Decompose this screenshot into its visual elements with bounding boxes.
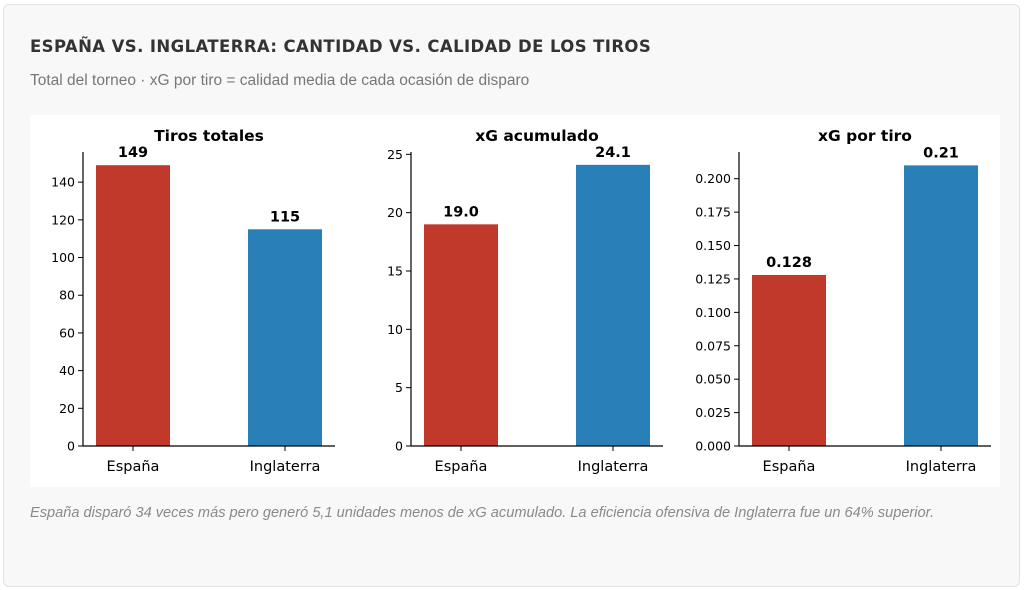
y-tick-label-3-4: 0.075 [695, 338, 731, 353]
y-tick-label-2-1: 0 [395, 439, 403, 454]
y-tick-label-1-8: 140 [51, 175, 75, 190]
bar-2-2 [576, 164, 650, 447]
value-label-2-2: 24.1 [595, 145, 631, 161]
y-tick-label-3-2: 0.025 [695, 405, 731, 420]
y-tick-label-2-6: 25 [387, 147, 403, 162]
page-subtitle: Total del torneo · xG por tiro = calidad… [30, 72, 530, 89]
bar-1-1 [96, 165, 170, 446]
y-tick-label-2-3: 10 [387, 322, 403, 337]
page-title: ESPAÑA VS. INGLATERRA: CANTIDAD VS. CALI… [30, 37, 652, 56]
y-tick-label-3-6: 0.125 [695, 271, 731, 286]
y-tick-label-3-8: 0.175 [695, 205, 731, 220]
chart-caption: España disparó 34 veces más pero generó … [30, 505, 935, 521]
bar-1-2 [248, 229, 322, 446]
y-tick-label-1-2: 20 [59, 401, 75, 416]
value-label-3-2: 0.21 [923, 145, 959, 161]
category-label-1-2: Inglaterra [250, 459, 321, 475]
y-tick-label-1-1: 0 [67, 439, 75, 454]
value-label-2-1: 19.0 [443, 204, 479, 220]
category-label-3-2: Inglaterra [906, 459, 977, 475]
y-tick-label-3-9: 0.200 [695, 171, 731, 186]
category-label-2-2: Inglaterra [578, 459, 649, 475]
category-label-2-1: España [435, 459, 488, 475]
y-tick-label-1-4: 60 [59, 325, 75, 340]
category-label-1-1: España [107, 459, 160, 475]
y-tick-label-3-3: 0.050 [695, 372, 731, 387]
chart-card: ESPAÑA VS. INGLATERRA: CANTIDAD VS. CALI… [3, 4, 1020, 587]
y-tick-label-2-2: 5 [395, 380, 403, 395]
chart-title-1: Tiros totales [154, 127, 264, 145]
y-tick-label-1-5: 80 [59, 288, 75, 303]
chart-title-3: xG por tiro [818, 127, 912, 145]
y-tick-label-3-1: 0.000 [695, 439, 731, 454]
value-label-1-2: 115 [270, 209, 300, 225]
value-label-3-1: 0.128 [766, 255, 812, 271]
bar-2-1 [424, 224, 498, 446]
y-tick-label-3-7: 0.150 [695, 238, 731, 253]
chart-title-2: xG acumulado [475, 127, 599, 145]
y-tick-label-2-5: 20 [387, 205, 403, 220]
chart-area: Tiros totales 149 España 115 Inglaterra 0 20 40… [30, 115, 1000, 487]
y-tick-label-1-3: 40 [59, 363, 75, 378]
y-tick-label-1-7: 120 [51, 212, 75, 227]
y-tick-label-2-4: 15 [387, 264, 403, 279]
y-tick-label-1-6: 100 [51, 250, 75, 265]
bar-3-2 [904, 165, 978, 446]
charts-svg: Tiros totales 149 España 115 Inglaterra 0 20 40… [51, 127, 991, 475]
bar-3-1 [752, 274, 826, 446]
value-label-1-1: 149 [118, 145, 148, 161]
category-label-3-1: España [763, 459, 816, 475]
y-tick-label-3-5: 0.100 [695, 305, 731, 320]
